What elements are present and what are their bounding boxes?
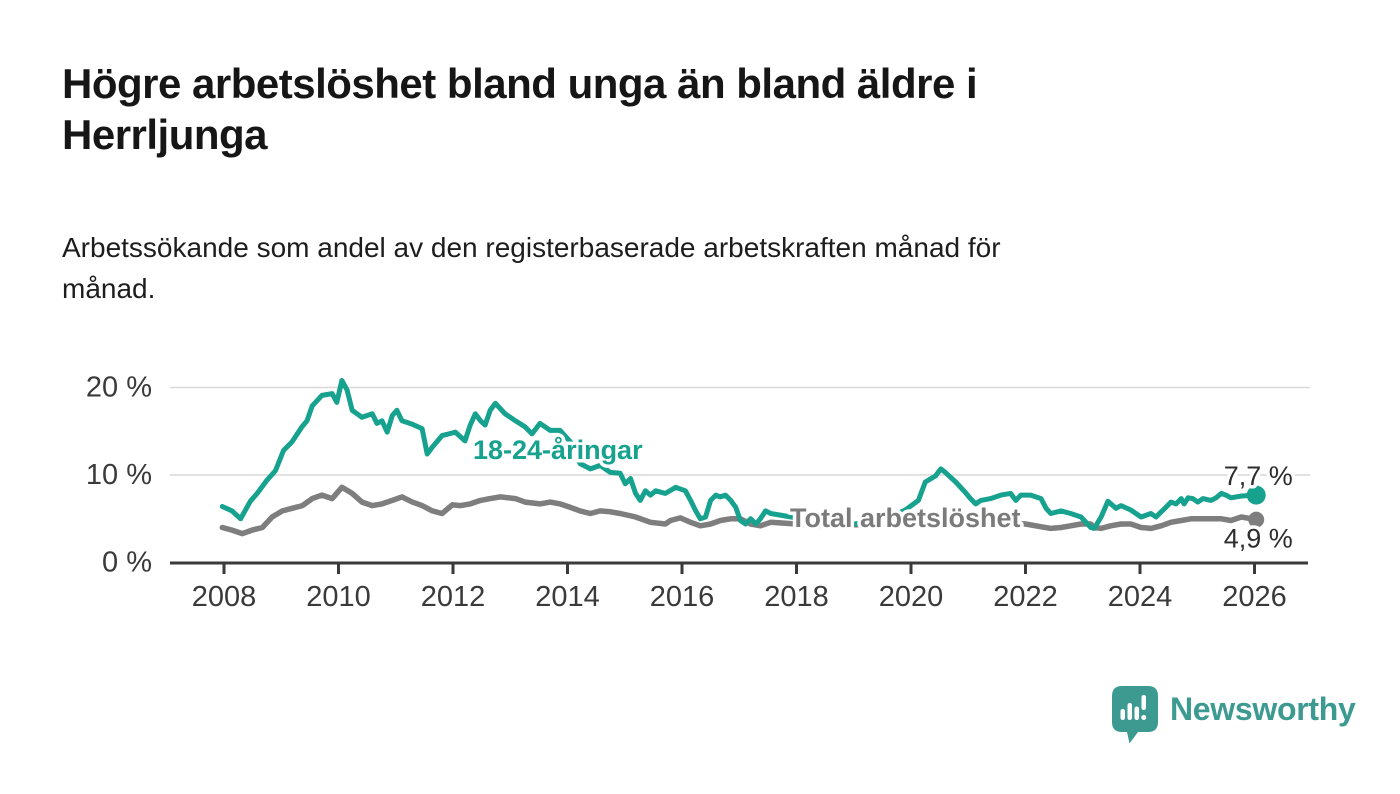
x-tick-label: 2008 — [192, 581, 257, 613]
logo-bar-tall — [1127, 703, 1132, 720]
brand-name: Newsworthy — [1170, 691, 1356, 727]
series-line-total — [219, 484, 1259, 537]
y-tick-label: 0 % — [102, 547, 152, 579]
end-value-label-youth: 7,7 % — [1224, 461, 1293, 491]
end-value-label-total: 4,9 % — [1224, 524, 1293, 554]
x-tick-label: 2026 — [1222, 581, 1287, 613]
series-label-total: Total arbetslöshet — [790, 503, 1021, 533]
logo-exclamation-bar — [1141, 695, 1146, 710]
series-end-dot-total — [1248, 511, 1265, 528]
logo-bar-short — [1120, 709, 1125, 720]
series-end-dot-youth — [1246, 485, 1266, 505]
series-line-youth — [219, 378, 1259, 531]
brand-footer: Newsworthy — [1112, 686, 1356, 744]
y-tick-label: 20 % — [86, 372, 152, 404]
x-tick-label: 2014 — [535, 581, 600, 613]
logo-bar-mid — [1134, 706, 1139, 720]
x-tick-label: 2010 — [306, 581, 371, 613]
logo-exclamation-dot — [1141, 715, 1147, 720]
x-tick-label: 2016 — [650, 581, 715, 613]
x-tick-label: 2022 — [993, 581, 1058, 613]
x-tick-label: 2018 — [764, 581, 829, 613]
x-tick-label: 2012 — [421, 581, 486, 613]
x-tick-label: 2020 — [879, 581, 944, 613]
newsworthy-logo-icon — [1112, 686, 1158, 744]
page-title: Högre arbetslöshet bland unga än bland ä… — [62, 60, 978, 159]
series-label-youth: 18-24-åringar — [473, 435, 643, 465]
x-tick-label: 2024 — [1108, 581, 1173, 613]
y-tick-label: 10 % — [86, 459, 152, 491]
chart-subtitle: Arbetssökande som andel av den registerb… — [62, 232, 1001, 304]
